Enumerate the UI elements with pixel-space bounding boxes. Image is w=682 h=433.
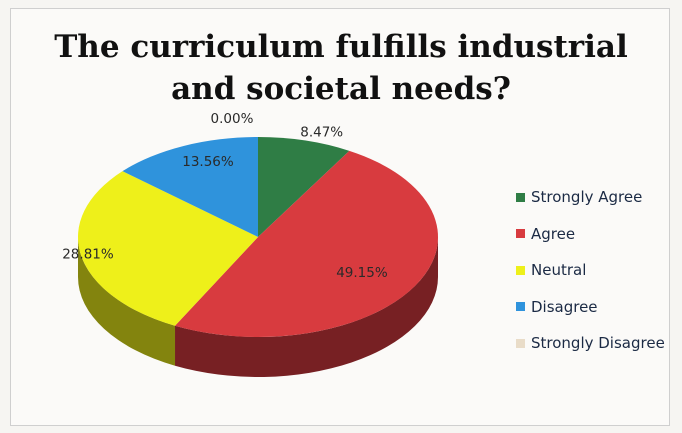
pie-side-neutral: [78, 237, 176, 366]
pie-side-walls: [78, 237, 438, 378]
legend-swatch: [516, 302, 525, 311]
data-label-strongly-disagree: 0.00%: [211, 111, 254, 127]
pie-slices: [78, 137, 438, 337]
legend-item-strongly-disagree: Strongly Disagree: [516, 334, 665, 352]
chart-title-line-1: The curriculum fulfills industrial: [54, 29, 628, 65]
legend-swatch: [516, 338, 525, 348]
pie-slice-neutral: [78, 171, 259, 326]
legend-label: Disagree: [531, 297, 598, 316]
data-label-disagree: 13.56%: [182, 154, 234, 170]
pie-data-labels: 8.47% 49.15% 28.81% 13.56% 0.00%: [62, 111, 388, 281]
legend-label: Strongly Disagree: [531, 334, 665, 352]
legend-swatch: [516, 229, 525, 238]
pie-slice-disagree: [122, 137, 258, 237]
legend-item-neutral: Neutral: [516, 261, 665, 279]
legend-item-strongly-agree: Strongly Agree: [516, 188, 665, 206]
chart-title-line-2: and societal needs?: [171, 71, 511, 107]
data-label-neutral: 28.81%: [62, 247, 114, 263]
legend-item-agree: Agree: [516, 225, 665, 243]
legend-swatch: [516, 192, 525, 202]
pie-side-agree: [175, 237, 438, 378]
data-label-agree: 49.15%: [336, 265, 388, 281]
chart-title: The curriculum fulfills industrial and s…: [0, 26, 682, 110]
legend-label: Neutral: [531, 261, 587, 279]
pie-slice-agree: [175, 150, 438, 337]
legend-label: Agree: [531, 224, 576, 243]
legend-label: Strongly Agree: [531, 188, 643, 206]
legend-item-disagree: Disagree: [516, 298, 665, 316]
legend-swatch: [516, 265, 525, 275]
data-label-strongly-agree: 8.47%: [300, 125, 343, 141]
pie-slice-strongly-agree: [258, 137, 350, 237]
chart-legend: Strongly Agree Agree Neutral Disagree Strong…: [516, 188, 665, 371]
